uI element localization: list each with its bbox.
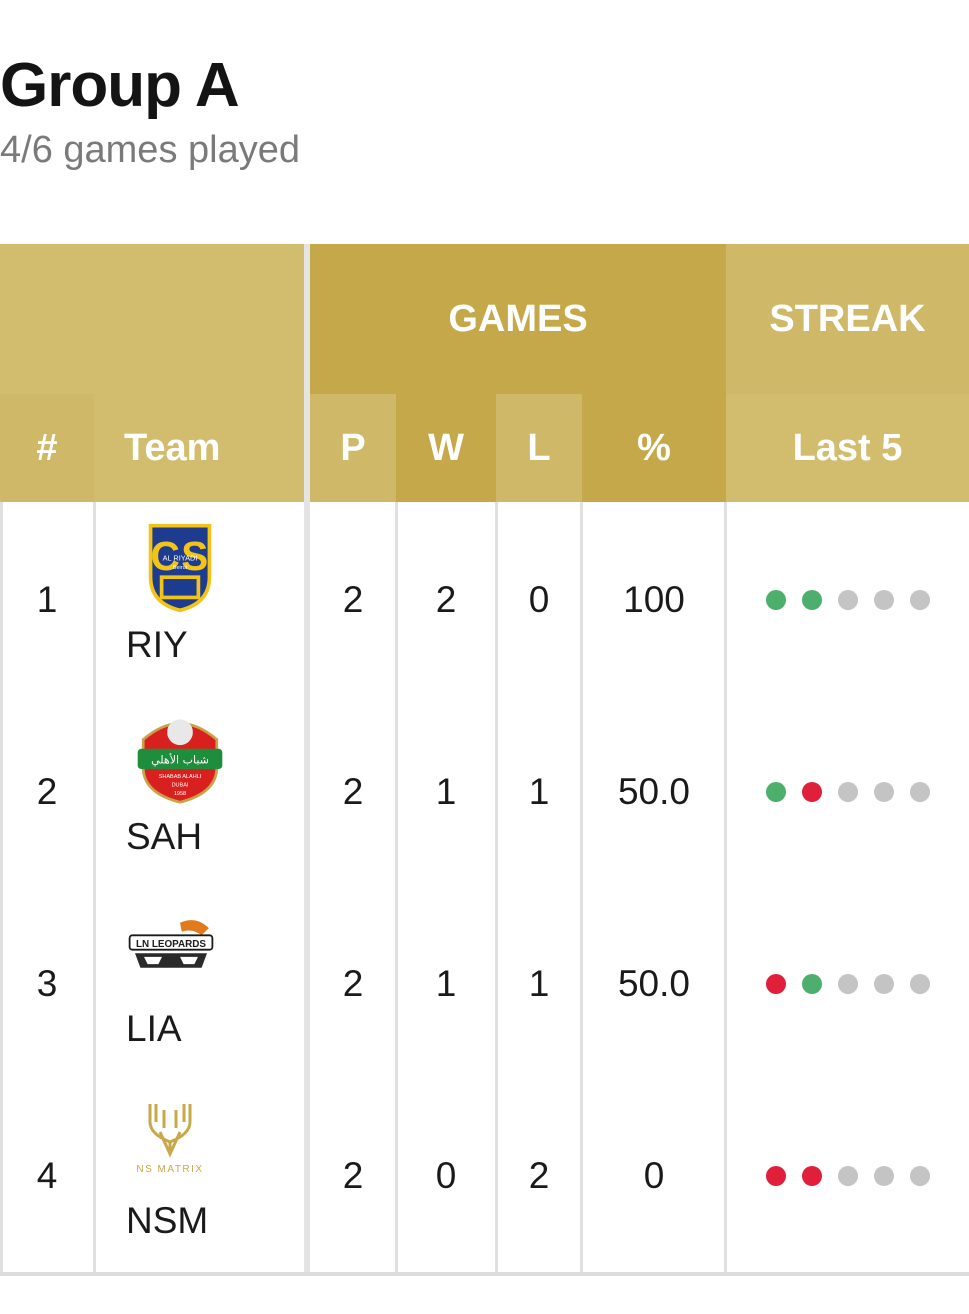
streak-label: STREAK — [769, 297, 926, 340]
streak-dot-win — [765, 590, 786, 610]
svg-text:S: S — [181, 533, 208, 579]
svg-text:شباب الأهلي: شباب الأهلي — [151, 753, 209, 767]
streak-dot-none — [873, 782, 894, 802]
rank-cell: 1 — [36, 579, 58, 620]
streak-dots — [726, 974, 969, 994]
header-games-group: GAMES — [310, 244, 726, 394]
streak-dot-none — [873, 590, 894, 610]
team-cell[interactable]: NS MATRIX NSM — [96, 1090, 304, 1260]
streak-dot-none — [837, 590, 858, 610]
streak-dots — [726, 782, 969, 802]
won-cell: 1 — [435, 963, 457, 1004]
pct-cell: 50.0 — [617, 963, 690, 1004]
streak-dot-none — [909, 974, 930, 994]
streak-dot-none — [873, 1166, 894, 1186]
streak-dot-none — [909, 1166, 930, 1186]
table-bottom-border — [0, 1272, 969, 1276]
rank-cell: 2 — [36, 771, 58, 812]
team-abbr: LIA — [126, 1008, 182, 1049]
played-cell: 2 — [342, 963, 364, 1004]
column-header-played[interactable]: P — [310, 394, 396, 502]
rank-cell: 4 — [36, 1155, 58, 1196]
team-cell[interactable]: C S AL RIYADI Beirut RIY — [96, 514, 304, 684]
svg-text:DUBAI: DUBAI — [172, 783, 189, 789]
streak-dot-none — [909, 782, 930, 802]
svg-text:C: C — [151, 533, 180, 579]
team-abbr: NSM — [126, 1200, 209, 1241]
column-header-team[interactable]: Team — [94, 394, 306, 502]
pct-cell: 0 — [643, 1155, 665, 1196]
rank-cell: 3 — [36, 963, 58, 1004]
lost-cell: 1 — [528, 963, 550, 1004]
header-streak-group: STREAK — [726, 244, 969, 394]
lost-cell: 1 — [528, 771, 550, 812]
won-cell: 2 — [435, 579, 457, 620]
team-cell[interactable]: شباب الأهلي SHABAB ALAHLI DUBAI 1958 SAH — [96, 706, 304, 876]
won-cell: 0 — [435, 1155, 457, 1196]
svg-text:LN LEOPARDS: LN LEOPARDS — [136, 939, 206, 950]
streak-dot-none — [909, 590, 930, 610]
ln-leopards-logo: LN LEOPARDS — [128, 920, 214, 968]
streak-dot-none — [837, 1166, 858, 1186]
column-header-lost[interactable]: L — [496, 394, 582, 502]
streak-dot-none — [837, 782, 858, 802]
al-riyadi-beirut-logo: C S AL RIYADI Beirut — [148, 523, 212, 613]
lost-cell: 0 — [528, 579, 550, 620]
streak-dot-win — [801, 974, 822, 994]
won-cell: 1 — [435, 771, 457, 812]
column-header-last5[interactable]: Last 5 — [726, 394, 969, 502]
svg-text:SHABAB ALAHLI: SHABAB ALAHLI — [159, 774, 202, 780]
streak-dot-win — [765, 782, 786, 802]
svg-text:AL RIYADI: AL RIYADI — [163, 554, 198, 563]
games-label: GAMES — [448, 297, 588, 340]
streak-dot-loss — [801, 1166, 822, 1186]
pct-cell: 100 — [623, 579, 685, 620]
pct-cell: 50.0 — [617, 771, 690, 812]
games-played-subtitle: 4/6 games played — [0, 129, 300, 171]
streak-dot-loss — [765, 974, 786, 994]
shabab-al-ahli-logo: شباب الأهلي SHABAB ALAHLI DUBAI 1958 — [137, 719, 223, 804]
team-cell[interactable]: LN LEOPARDS LIA — [96, 898, 304, 1068]
team-abbr: SAH — [126, 816, 203, 857]
streak-dot-none — [837, 974, 858, 994]
team-abbr: RIY — [126, 624, 188, 665]
svg-text:NS MATRIX: NS MATRIX — [136, 1164, 203, 1175]
svg-text:Beirut: Beirut — [173, 565, 188, 571]
standings-table: GAMES STREAK # Team P W L % Last 5 1 C S… — [0, 244, 969, 1276]
column-header-pct[interactable]: % — [582, 394, 726, 502]
streak-dots — [726, 590, 969, 610]
column-header-won[interactable]: W — [396, 394, 496, 502]
played-cell: 2 — [342, 579, 364, 620]
streak-dot-none — [873, 974, 894, 994]
column-header-rank[interactable]: # — [0, 394, 94, 502]
group-title: Group A — [0, 51, 240, 120]
streak-dot-loss — [801, 782, 822, 802]
streak-dots — [726, 1166, 969, 1186]
played-cell: 2 — [342, 1155, 364, 1196]
streak-dot-win — [801, 590, 822, 610]
svg-text:1958: 1958 — [174, 791, 186, 797]
played-cell: 2 — [342, 771, 364, 812]
ns-matrix-logo: NS MATRIX — [136, 1104, 203, 1175]
streak-dot-loss — [765, 1166, 786, 1186]
lost-cell: 2 — [528, 1155, 550, 1196]
